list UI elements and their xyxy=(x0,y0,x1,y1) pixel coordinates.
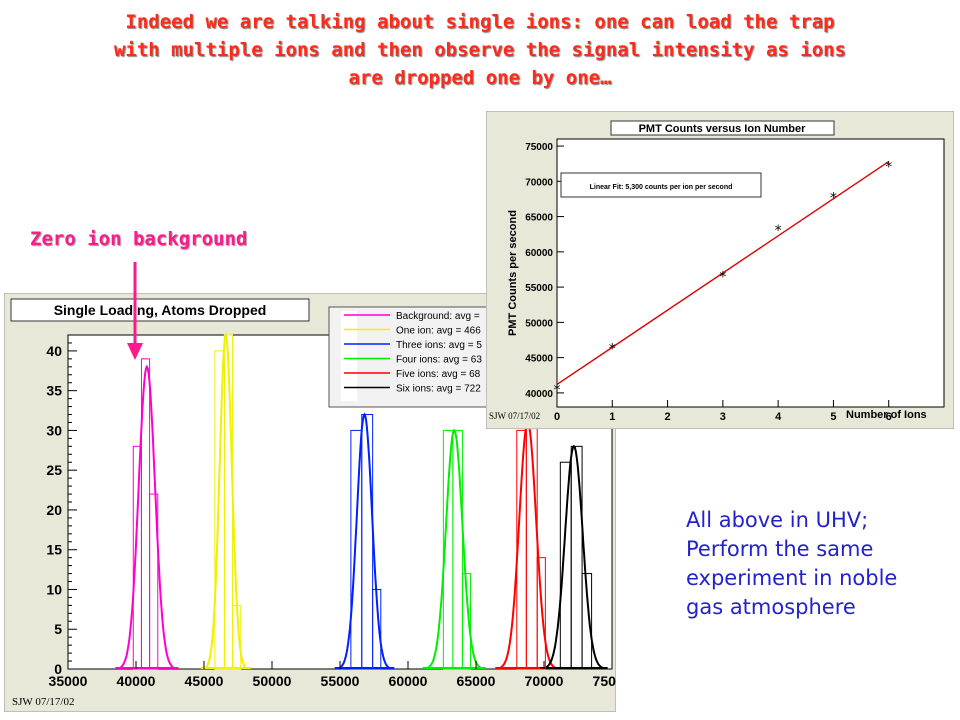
y-tick-label: 30 xyxy=(46,422,62,438)
legend-label: One ion: avg = 466 xyxy=(396,326,481,337)
histogram-chart: Single Loading, Atoms Dropped 35000 40000… xyxy=(4,293,616,712)
fit-point: * xyxy=(885,159,892,175)
fit-y-tick-label: 65000 xyxy=(525,213,553,224)
histogram-bin xyxy=(232,604,242,670)
histogram-title: Single Loading, Atoms Dropped xyxy=(54,302,267,318)
headline: Indeed we are talking about single ions:… xyxy=(40,8,920,92)
fit-x-tick-label: 4 xyxy=(775,411,782,423)
x-tick-label: 40000 xyxy=(117,673,156,689)
fit-title-box xyxy=(610,120,835,136)
side-note-line-3: experiment in noble xyxy=(686,566,898,590)
fit-y-tick-label: 40000 xyxy=(525,389,553,400)
fit-point: * xyxy=(554,382,561,398)
fit-x-tick-label: 3 xyxy=(720,411,726,423)
fit-x-tick-label: 0 xyxy=(554,411,560,423)
legend-swatch-column xyxy=(341,311,357,401)
x-tick-label: 60000 xyxy=(389,673,428,689)
y-tick-label: 20 xyxy=(46,502,62,518)
histogram-bin xyxy=(223,334,234,670)
fit-label-box xyxy=(560,172,762,198)
x-tick-label: 65000 xyxy=(457,673,496,689)
fit-title: PMT Counts versus Ion Number xyxy=(639,123,807,135)
fit-y-tick-label: 45000 xyxy=(525,354,553,365)
y-tick-label: 5 xyxy=(54,621,62,637)
headline-line-2: with multiple ions and then observe the … xyxy=(113,39,847,61)
legend-label: Five ions: avg = 68 xyxy=(396,369,481,380)
fit-chart: PMT Counts versus Ion Number * * * * * * 0 1 2 3… xyxy=(486,111,954,429)
zero-ion-annotation: Zero ion background xyxy=(30,228,248,250)
side-note-line-2: Perform the same xyxy=(686,537,874,561)
headline-line-3: are dropped one by one… xyxy=(348,67,612,89)
histogram-bin xyxy=(570,445,583,670)
fit-point: * xyxy=(609,341,616,357)
histogram-x-ticks: 35000 40000 45000 50000 55000 60000 65000 70000… xyxy=(49,661,616,689)
histogram-footer: SJW 07/17/02 xyxy=(12,696,74,708)
fit-point: * xyxy=(719,269,726,285)
x-tick-label: 35000 xyxy=(49,673,88,689)
histogram-bin xyxy=(581,573,593,670)
side-note: All above in UHV; Perform the same exper… xyxy=(686,506,897,622)
x-tick-label: 75000 xyxy=(593,673,616,689)
side-note-line-1: All above in UHV; xyxy=(686,508,869,532)
fit-y-tick-label: 55000 xyxy=(525,283,553,294)
fit-y-tick-label: 70000 xyxy=(525,177,553,188)
histogram-bin xyxy=(149,493,159,670)
fit-y-axis-label: PMT Counts per second xyxy=(507,210,519,336)
fit-y-tick-label: 60000 xyxy=(525,248,553,259)
histogram-bin xyxy=(361,414,374,670)
histogram-bin xyxy=(536,557,546,670)
x-tick-label: 45000 xyxy=(185,673,224,689)
fit-y-tick-label: 75000 xyxy=(525,142,553,153)
fit-point: * xyxy=(775,223,782,239)
legend-label: Six ions: avg = 722 xyxy=(396,384,481,395)
histogram-bins xyxy=(132,334,593,670)
y-tick-label: 40 xyxy=(46,343,62,359)
fit-y-tick-label: 50000 xyxy=(525,318,553,329)
fit-line xyxy=(556,160,890,386)
fit-point: * xyxy=(830,190,837,206)
x-tick-label: 55000 xyxy=(321,673,360,689)
histogram-title-box xyxy=(10,298,310,322)
x-tick-label: 50000 xyxy=(253,673,292,689)
fit-label: Linear Fit: 5,300 counts per ion per sec… xyxy=(590,184,733,191)
legend-entries: Background: avg = One ion: avg = 466 Three… xyxy=(344,311,482,395)
histogram-bin xyxy=(372,588,382,670)
fit-x-tick-label: 2 xyxy=(665,411,671,423)
fit-x-axis-label: Number of Ions xyxy=(846,409,927,421)
y-tick-label: 35 xyxy=(46,383,62,399)
side-note-line-4: gas atmosphere xyxy=(686,595,856,619)
fit-x-tick-label: 5 xyxy=(830,411,836,423)
histogram-bin xyxy=(452,429,463,670)
headline-line-1: Indeed we are talking about single ions:… xyxy=(125,11,835,33)
histogram-curve xyxy=(120,364,174,668)
fit-x-ticks: 0 1 2 3 4 5 6 xyxy=(554,400,892,423)
legend-label: Three ions: avg = 5 xyxy=(396,340,482,351)
x-tick-label: 70000 xyxy=(525,673,564,689)
y-tick-label: 10 xyxy=(46,581,62,597)
y-tick-label: 25 xyxy=(46,462,62,478)
histogram-y-ticks: 0 5 10 15 20 25 30 35 40 xyxy=(46,334,77,677)
y-tick-label: 0 xyxy=(54,661,62,677)
fit-x-tick-label: 6 xyxy=(886,411,892,423)
fit-x-tick-label: 1 xyxy=(609,411,615,423)
fit-footer: SJW 07/17/02 xyxy=(489,411,540,421)
legend-label: Background: avg = xyxy=(396,311,480,322)
legend-label: Four ions: avg = 63 xyxy=(396,355,482,366)
fit-y-ticks: 40000 45000 50000 55000 60000 65000 70000 75000 xyxy=(525,142,564,400)
y-tick-label: 15 xyxy=(46,542,62,558)
histogram-bin xyxy=(461,573,472,670)
fit-points: * * * * * * xyxy=(554,159,893,398)
